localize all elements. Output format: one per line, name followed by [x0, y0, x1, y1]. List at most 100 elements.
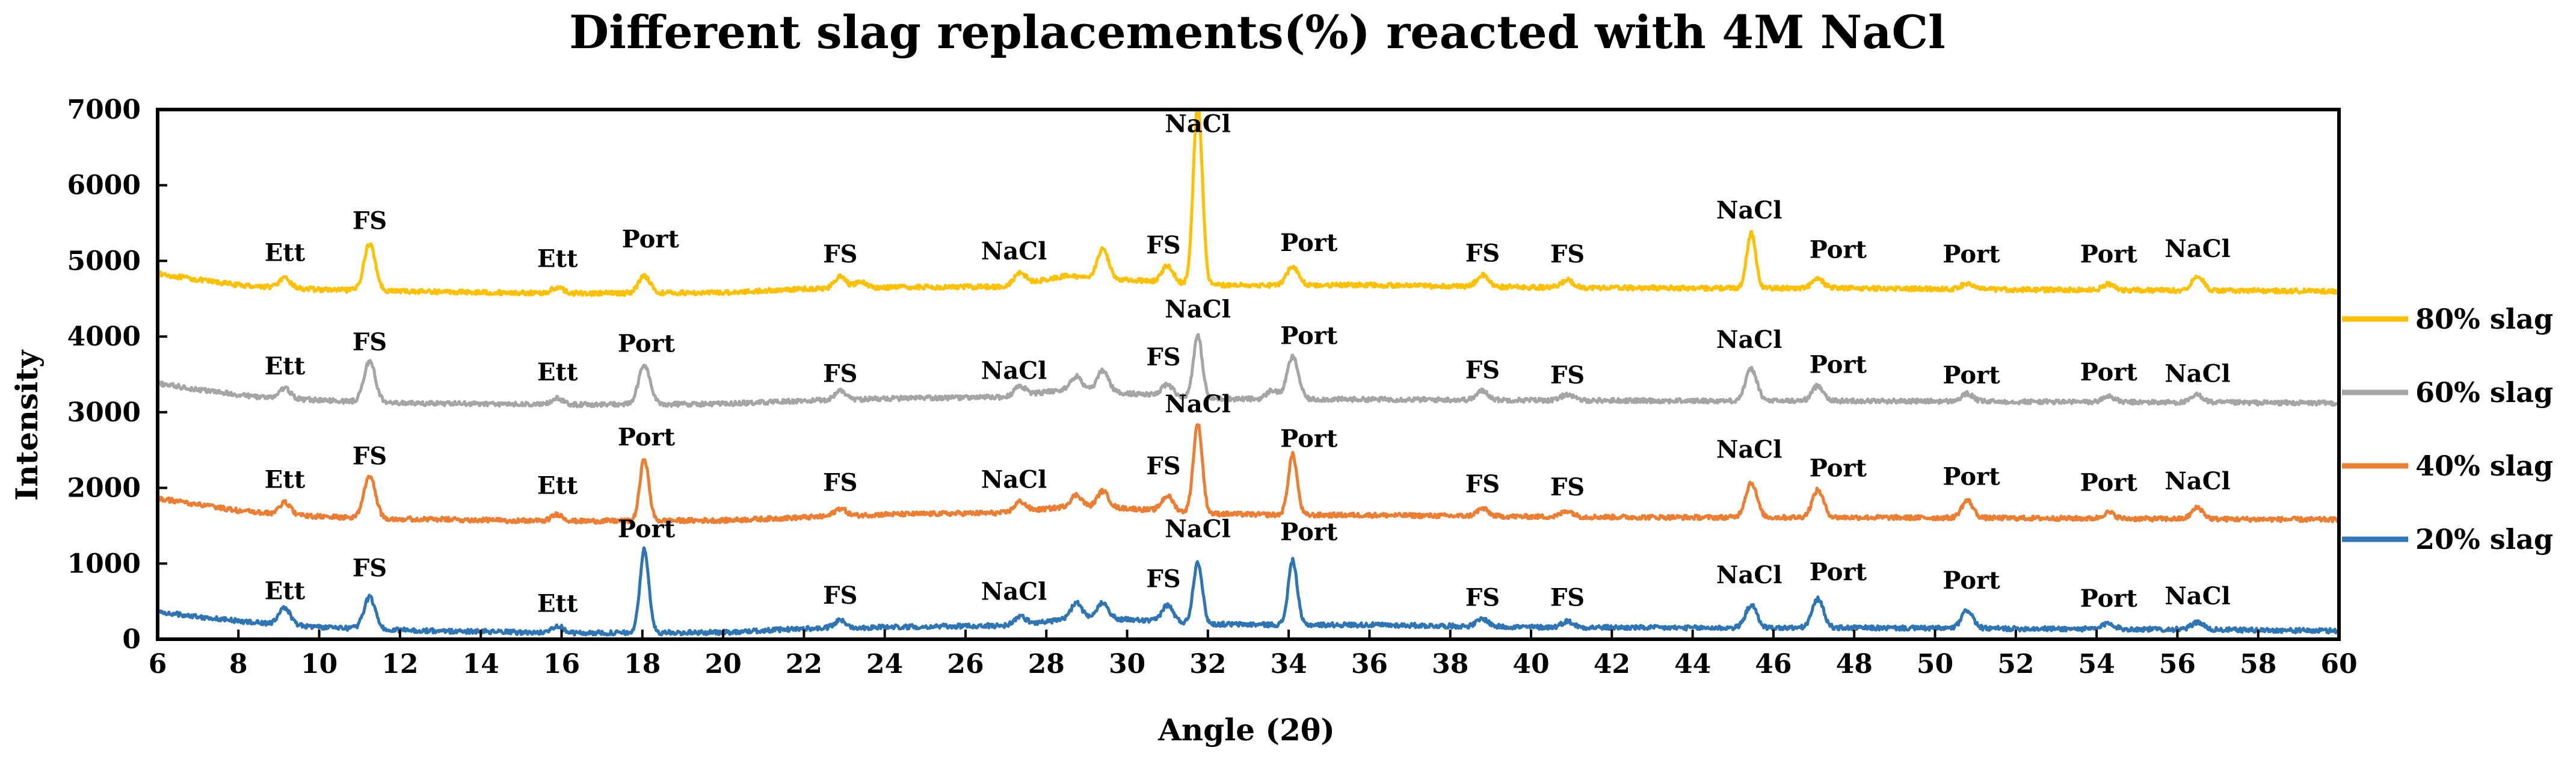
peak-label-port: Port: [618, 515, 676, 543]
axis-layer: 6 8 10 12 14 16 18 20 22 24 26 28 30 32 34 36 38 40 42 44 46…: [67, 94, 2358, 680]
peak-label-nacl: NaCl: [1165, 110, 1231, 138]
x-tick-label: 28: [1028, 649, 1065, 680]
x-tick-label: 36: [1351, 649, 1388, 680]
peak-label-fs: FS: [1146, 343, 1180, 371]
x-tick-label: 40: [1512, 649, 1549, 680]
legend-item-60-slag: 60% slag: [2342, 376, 2553, 409]
peak-label-nacl: NaCl: [2165, 467, 2231, 495]
series-line-80-slag: [156, 108, 2340, 297]
peak-label-nacl: NaCl: [2165, 360, 2231, 388]
peak-label-port: Port: [1280, 322, 1338, 350]
x-tick-label: 60: [2320, 649, 2357, 680]
x-tick-label: 46: [1755, 649, 1792, 680]
legend-item-80-slag: 80% slag: [2342, 303, 2553, 335]
peak-label-ett: Ett: [537, 358, 578, 386]
peak-label-fs: FS: [1550, 240, 1585, 268]
x-tick-label: 44: [1674, 649, 1711, 680]
peak-label-nacl: NaCl: [981, 578, 1047, 606]
peak-label-nacl: NaCl: [1716, 196, 1783, 225]
peak-label-port: Port: [2080, 358, 2138, 386]
series-layer: [156, 108, 2340, 637]
peak-label-fs: FS: [1550, 361, 1585, 389]
peak-label-ett: Ett: [265, 352, 306, 380]
peak-label-nacl: NaCl: [981, 237, 1047, 265]
x-tick-label: 54: [2078, 649, 2115, 680]
annotation-layer: NaCl Ett FS Ett Port FS NaCl FS Port FS FS NaCl Port…: [265, 110, 2231, 618]
legend-item-40-slag: 40% slag: [2342, 450, 2553, 482]
peak-label-fs: FS: [353, 442, 387, 471]
peak-label-port: Port: [2080, 469, 2138, 497]
peak-label-port: Port: [1943, 240, 2000, 268]
y-tick-label: 3000: [67, 397, 141, 428]
legend-item-20-slag: 20% slag: [2342, 523, 2553, 556]
y-tick-label: 4000: [67, 321, 141, 352]
y-tick-label: 2000: [67, 473, 141, 504]
peak-label-port: Port: [2080, 240, 2138, 268]
x-tick-label: 38: [1432, 649, 1468, 680]
peak-label-port: Port: [1810, 454, 1867, 483]
x-tick-label: 42: [1594, 649, 1630, 680]
peak-label-nacl: NaCl: [1165, 515, 1231, 543]
series-line-20-slag: [156, 546, 2340, 637]
peak-label-fs: FS: [1550, 473, 1585, 501]
legend: 80% slag 60% slag 40% slag 20% slag: [2342, 303, 2553, 556]
peak-label-ett: Ett: [265, 577, 306, 605]
series-line-40-slag: [156, 423, 2340, 525]
y-tick-label: 5000: [67, 246, 141, 276]
peak-label-fs: FS: [353, 554, 387, 583]
x-tick-label: 56: [2159, 649, 2196, 680]
peak-label-port: Port: [1943, 463, 2000, 491]
legend-label-80-slag: 80% slag: [2415, 303, 2553, 335]
x-axis-title: Angle (2θ): [1157, 712, 1335, 748]
peak-label-port: Port: [618, 329, 676, 358]
peak-label-fs: FS: [1146, 565, 1180, 593]
peak-label-fs: FS: [353, 207, 387, 235]
peak-label-ett: Ett: [537, 590, 578, 618]
plot-frame: [156, 108, 2341, 641]
peak-label-ett: Ett: [537, 244, 578, 273]
peak-label-nacl: NaCl: [981, 357, 1047, 385]
peak-label-fs: FS: [823, 360, 857, 388]
x-tick-label: 6: [149, 649, 167, 680]
peak-label-fs: FS: [823, 581, 857, 610]
y-tick-label: 6000: [67, 170, 141, 201]
peak-label-fs: FS: [1465, 240, 1500, 268]
y-tick-label: 7000: [67, 94, 141, 125]
peak-label-ett: Ett: [537, 472, 578, 500]
x-tick-label: 48: [1836, 649, 1873, 680]
peak-label-nacl: NaCl: [1716, 561, 1783, 589]
peak-label-port: Port: [2080, 584, 2138, 613]
y-tick-label: 0: [122, 624, 141, 655]
x-tick-label: 10: [301, 649, 337, 680]
peak-label-fs: FS: [1146, 452, 1180, 480]
peak-label-fs: FS: [823, 240, 857, 268]
peak-label-nacl: NaCl: [2165, 235, 2231, 263]
peak-label-port: Port: [1280, 518, 1338, 546]
x-tick-label: 24: [866, 649, 903, 680]
x-tick-label: 18: [624, 649, 661, 680]
peak-label-port: Port: [1280, 229, 1338, 257]
peak-label-nacl: NaCl: [2165, 582, 2231, 610]
peak-label-ett: Ett: [265, 238, 306, 267]
peak-label-fs: FS: [1146, 231, 1180, 259]
peak-label-fs: FS: [1465, 584, 1500, 612]
x-tick-label: 30: [1109, 649, 1145, 680]
peak-label-port: Port: [1810, 235, 1867, 264]
peak-label-nacl: NaCl: [1716, 435, 1783, 463]
peak-label-nacl: NaCl: [1165, 390, 1231, 418]
peak-label-ett: Ett: [265, 466, 306, 494]
peak-label-fs: FS: [353, 328, 387, 356]
peak-label-nacl: NaCl: [981, 466, 1047, 494]
peak-label-fs: FS: [1550, 584, 1585, 612]
x-tick-label: 26: [947, 649, 984, 680]
peak-label-fs: FS: [1465, 356, 1500, 384]
y-tick-label: 1000: [67, 548, 141, 579]
x-tick-label: 34: [1271, 649, 1307, 680]
x-tick-label: 52: [1997, 649, 2034, 680]
chart-title: Different slag replacements(%) reacted w…: [569, 5, 1946, 59]
x-tick-label: 14: [463, 649, 499, 680]
legend-label-60-slag: 60% slag: [2415, 376, 2553, 409]
peak-label-port: Port: [618, 423, 676, 451]
peak-label-port: Port: [1280, 425, 1338, 453]
